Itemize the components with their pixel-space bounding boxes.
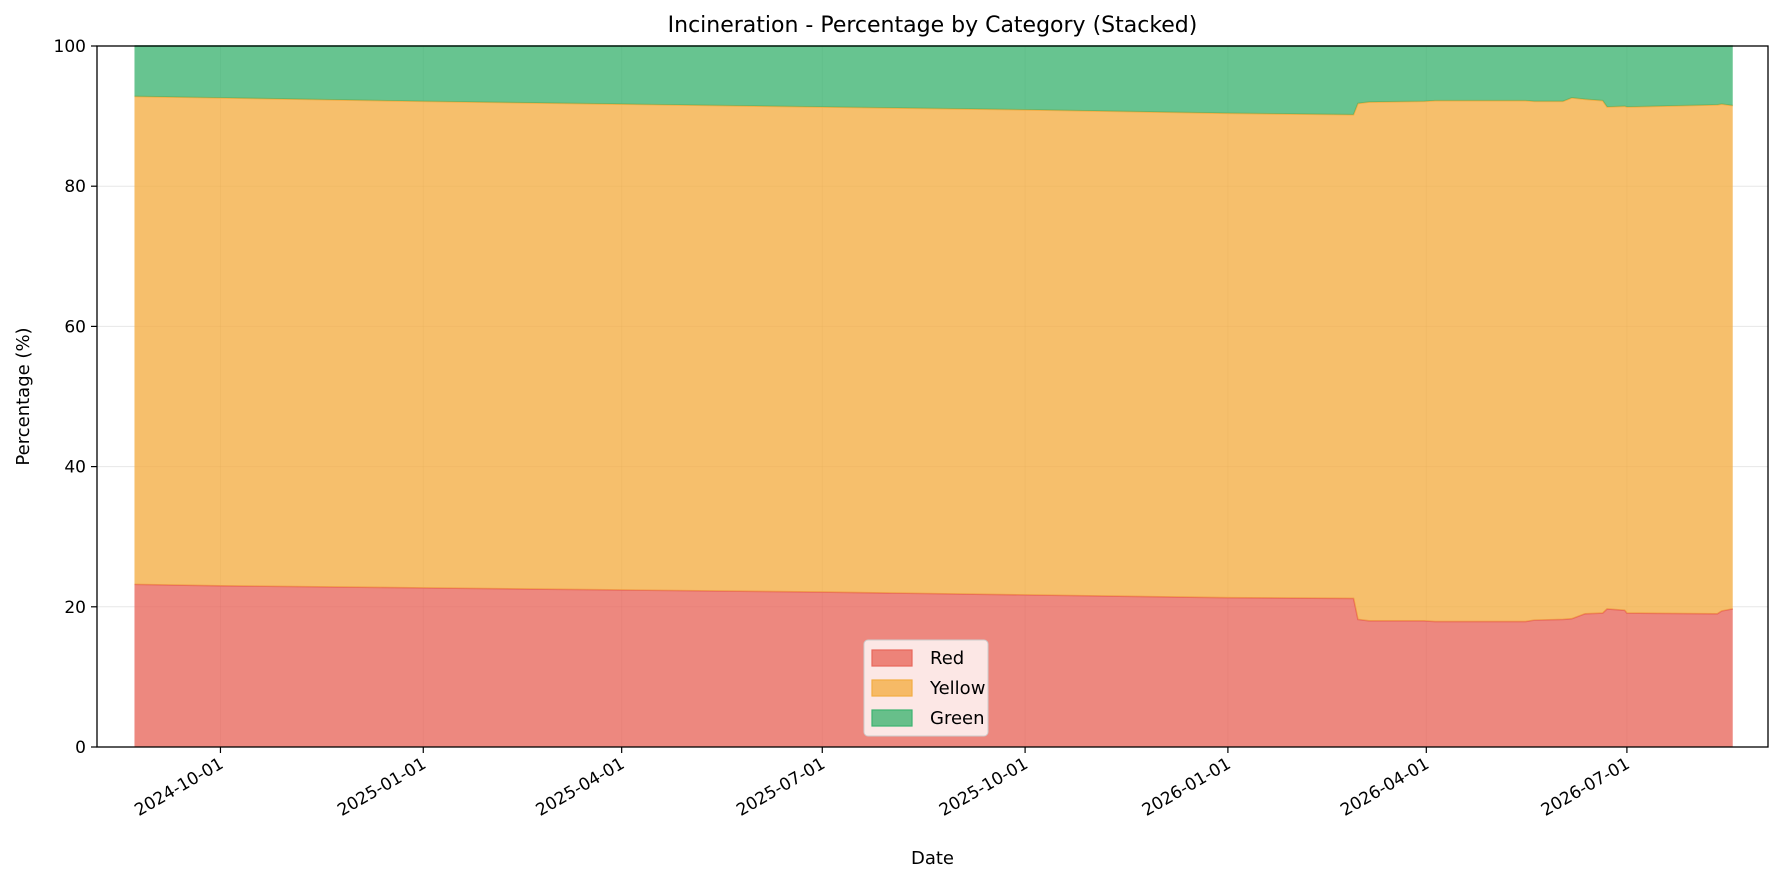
area-yellow [134, 96, 1733, 622]
plot-frame [96, 45, 1769, 748]
x-tick-label: 2025-04-01 [533, 754, 629, 821]
x-tick-label: 2025-07-01 [733, 754, 829, 821]
legend: Red Yellow Green [863, 639, 989, 737]
x-tick-label: 2024-10-01 [131, 754, 227, 821]
x-tick-label: 2026-01-01 [1139, 754, 1235, 821]
x-tick-label: 2026-04-01 [1337, 754, 1433, 821]
legend-swatch-red [871, 649, 913, 667]
chart-title: Incineration - Percentage by Category (S… [668, 13, 1198, 38]
x-axis-title: Date [911, 848, 954, 869]
legend-label-green: Green [930, 708, 985, 729]
y-tick-label: 0 [75, 738, 86, 758]
x-tick-label: 2025-01-01 [334, 754, 430, 821]
y-tick-label: 100 [54, 37, 86, 57]
y-tick-label: 80 [64, 177, 86, 197]
x-tick-label: 2025-10-01 [936, 754, 1032, 821]
y-tick-label: 60 [64, 317, 86, 337]
legend-label-yellow: Yellow [929, 678, 985, 699]
area-layer [134, 45, 1733, 747]
legend-label-red: Red [930, 648, 964, 669]
legend-swatch-green [871, 709, 913, 727]
area-green [134, 46, 1733, 115]
y-tick-label: 20 [64, 598, 86, 618]
x-tick-label: 2026-07-01 [1538, 754, 1634, 821]
y-tick-label: 40 [64, 458, 86, 478]
legend-swatch-yellow [871, 679, 913, 697]
y-axis-title: Percentage (%) [13, 327, 34, 465]
